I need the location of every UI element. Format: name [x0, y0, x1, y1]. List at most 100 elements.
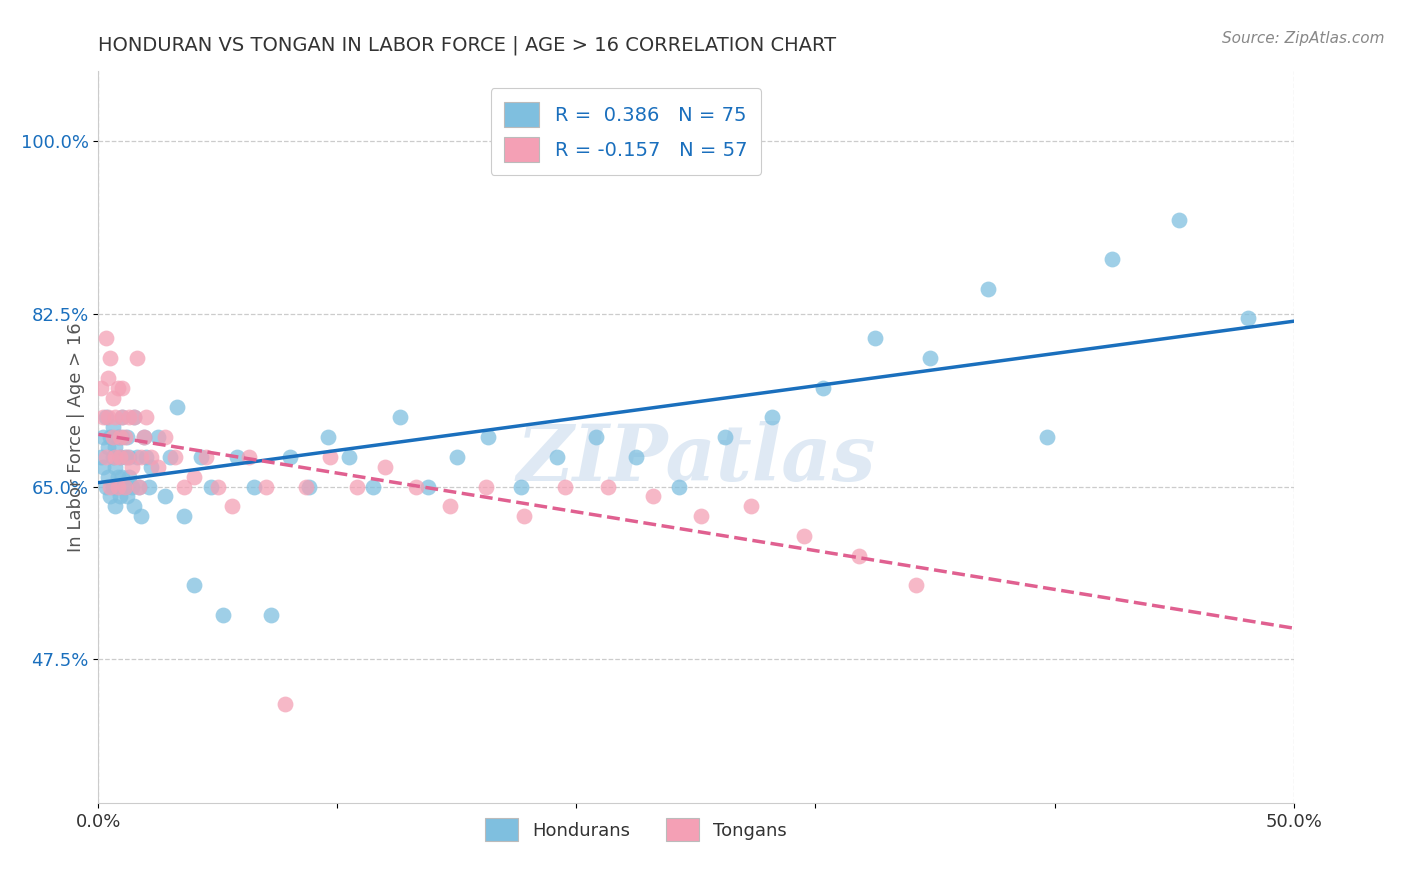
Point [793, 529, 815, 543]
Point [101, 479, 124, 493]
Point [139, 450, 162, 464]
Point [596, 479, 619, 493]
Point [319, 450, 342, 464]
Point [115, 450, 138, 464]
Point [98, 489, 122, 503]
Point [173, 479, 195, 493]
Point [118, 450, 141, 464]
Text: HONDURAN VS TONGAN IN LABOR FORCE | AGE > 16 CORRELATION CHART: HONDURAN VS TONGAN IN LABOR FORCE | AGE … [98, 36, 837, 55]
Point [114, 479, 136, 493]
Point [316, 430, 339, 444]
Point [121, 459, 143, 474]
Point [474, 479, 496, 493]
Point [148, 459, 170, 474]
Point [98, 351, 122, 365]
Point [363, 479, 385, 493]
Point [226, 450, 249, 464]
Point [101, 450, 124, 464]
Point [108, 489, 131, 503]
Point [107, 381, 129, 395]
Point [183, 578, 205, 592]
Point [195, 450, 218, 464]
Point [173, 509, 195, 524]
Point [108, 450, 131, 464]
Point [111, 430, 134, 444]
Point [388, 410, 411, 425]
Point [689, 509, 711, 524]
Point [510, 479, 533, 493]
Point [131, 509, 153, 524]
Point [190, 450, 212, 464]
Point [1101, 252, 1123, 267]
Legend: Hondurans, Tongans: Hondurans, Tongans [478, 811, 794, 848]
Point [97, 469, 120, 483]
Point [200, 479, 222, 493]
Point [94, 450, 117, 464]
Point [101, 420, 124, 434]
Point [298, 479, 321, 493]
Point [97, 410, 120, 425]
Point [107, 469, 129, 483]
Point [97, 371, 120, 385]
Point [115, 430, 138, 444]
Point [101, 430, 124, 444]
Point [405, 479, 427, 493]
Point [135, 450, 157, 464]
Point [155, 489, 177, 503]
Point [128, 479, 150, 493]
Point [346, 479, 368, 493]
Point [254, 479, 277, 493]
Point [107, 430, 129, 444]
Point [439, 500, 461, 514]
Point [135, 410, 157, 425]
Point [125, 351, 148, 365]
Point [295, 479, 318, 493]
Y-axis label: In Labor Force | Age > 16: In Labor Force | Age > 16 [66, 322, 84, 552]
Point [111, 410, 134, 425]
Point [668, 479, 690, 493]
Point [446, 450, 468, 464]
Point [278, 450, 301, 464]
Point [104, 450, 127, 464]
Point [904, 578, 927, 592]
Point [98, 479, 122, 493]
Point [107, 479, 129, 493]
Point [274, 697, 297, 711]
Point [111, 381, 134, 395]
Point [740, 500, 762, 514]
Point [238, 450, 260, 464]
Point [163, 450, 186, 464]
Point [477, 430, 499, 444]
Point [713, 430, 735, 444]
Point [131, 450, 153, 464]
Point [114, 479, 136, 493]
Point [104, 440, 127, 454]
Point [374, 459, 396, 474]
Text: Source: ZipAtlas.com: Source: ZipAtlas.com [1222, 31, 1385, 46]
Point [124, 410, 146, 425]
Point [94, 331, 117, 345]
Point [97, 440, 120, 454]
Point [148, 430, 170, 444]
Point [118, 469, 141, 483]
Text: ZIPatlas: ZIPatlas [516, 421, 876, 497]
Point [91, 459, 114, 474]
Point [166, 401, 188, 415]
Point [101, 391, 124, 405]
Point [626, 450, 648, 464]
Point [811, 381, 834, 395]
Point [1167, 212, 1189, 227]
Point [125, 450, 148, 464]
Point [104, 459, 127, 474]
Point [159, 450, 181, 464]
Point [132, 430, 155, 444]
Point [114, 430, 136, 444]
Point [98, 430, 122, 444]
Point [976, 282, 998, 296]
Point [91, 410, 114, 425]
Point [513, 509, 536, 524]
Point [124, 500, 146, 514]
Point [108, 430, 131, 444]
Point [418, 479, 440, 493]
Point [108, 450, 131, 464]
